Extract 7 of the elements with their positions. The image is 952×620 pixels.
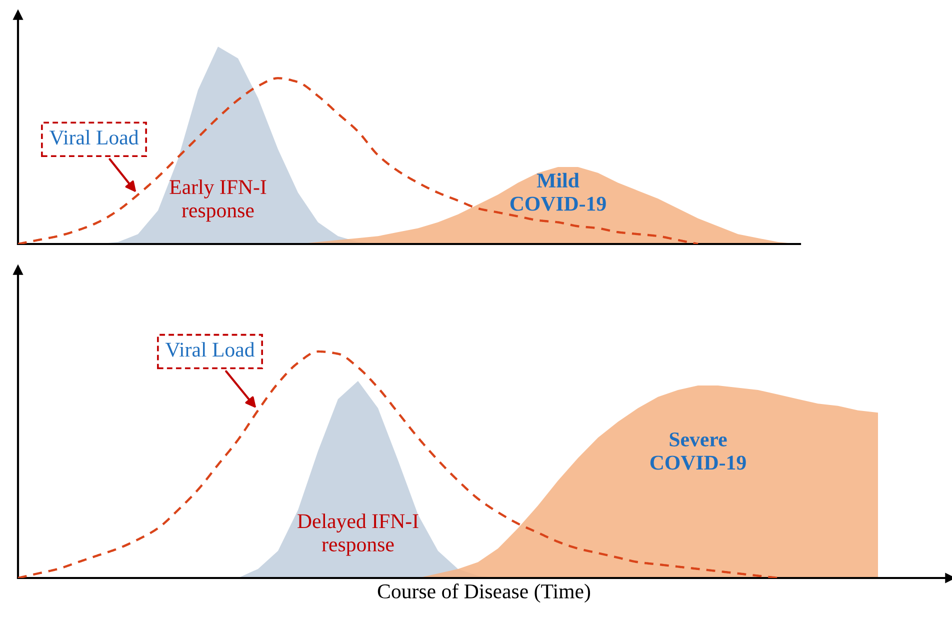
series-label: Early IFN-I response — [170, 179, 266, 222]
x-axis-title: Course of Disease (Time) — [378, 584, 590, 603]
series-label: Viral Load — [49, 130, 139, 145]
series-label: Mild COVID-19 — [510, 172, 606, 211]
series-label: Viral Load — [165, 342, 255, 357]
series-label: Severe COVID-19 — [650, 432, 746, 470]
series-label: Delayed IFN-I response — [298, 514, 418, 556]
